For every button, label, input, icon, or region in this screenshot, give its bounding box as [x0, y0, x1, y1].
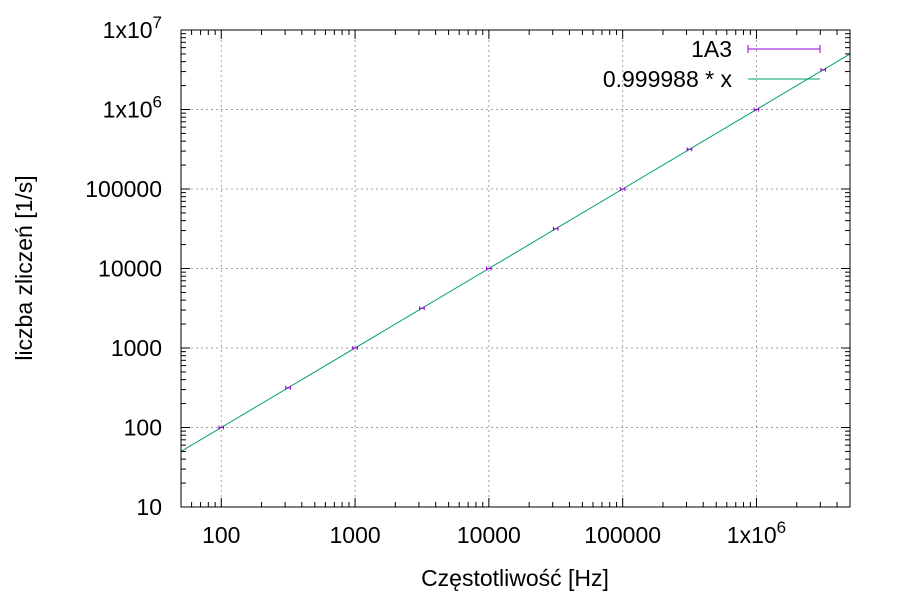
y-tick-label: 10 — [136, 494, 162, 520]
data-point — [218, 425, 225, 430]
y-tick-label: 1x107 — [103, 13, 162, 43]
x-tick-label: 1000 — [329, 522, 380, 548]
x-tick-label: 10000 — [457, 522, 521, 548]
data-point — [552, 226, 559, 231]
data-point — [352, 346, 358, 350]
y-tick-label: 100 — [124, 415, 162, 441]
grid — [181, 29, 850, 508]
legend-label-series-2: 0.999988 * x — [603, 66, 733, 92]
x-tick-labels: 100 1000 10000 100000 1x106 — [202, 518, 786, 548]
x-tick-label: 100000 — [584, 522, 661, 548]
data-point — [820, 67, 827, 72]
data-point — [753, 107, 760, 112]
fit-line — [180, 53, 851, 452]
data-point — [686, 147, 693, 152]
y-tick-labels: 10 100 1000 10000 100000 1x106 1x107 — [85, 13, 162, 520]
y-tick-label: 100000 — [85, 176, 162, 202]
legend-label-series-1: 1A3 — [691, 36, 732, 62]
data-point — [285, 385, 291, 390]
y-tick-label: 1x106 — [103, 93, 162, 123]
x-axis-title: Częstotliwość [Hz] — [421, 565, 609, 591]
data-point — [486, 266, 492, 271]
y-axis-title: liczba zliczeń [1/s] — [11, 175, 37, 360]
legend-sample-series-1 — [747, 45, 821, 53]
data-point — [619, 187, 626, 191]
x-tick-label: 1x106 — [727, 518, 786, 548]
data-point — [419, 306, 425, 311]
y-tick-label: 1000 — [111, 335, 162, 361]
x-tick-label: 100 — [202, 522, 240, 548]
axis-ticks — [180, 29, 851, 508]
legend: 1A3 0.999988 * x — [603, 36, 821, 92]
plot-series — [180, 53, 851, 452]
y-tick-label: 10000 — [98, 256, 162, 282]
